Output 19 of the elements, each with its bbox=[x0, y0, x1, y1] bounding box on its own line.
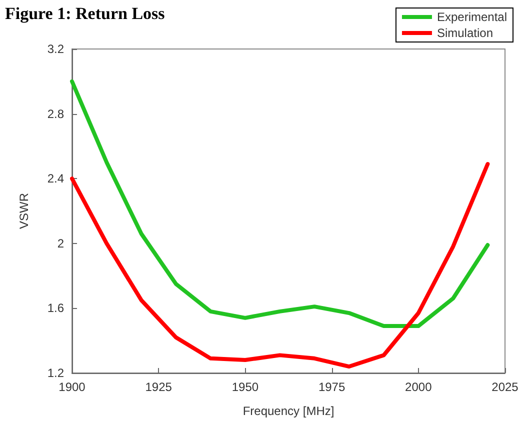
line-series bbox=[70, 162, 490, 369]
legend-label: Simulation bbox=[436, 26, 493, 40]
x-axis-title: Frequency [MHz] bbox=[242, 404, 334, 418]
x-tick-label: 1900 bbox=[58, 380, 86, 394]
y-tick-label: 2 bbox=[57, 236, 64, 250]
x-tick-label: 1950 bbox=[232, 380, 259, 394]
x-tick-label: 1925 bbox=[145, 380, 172, 394]
x-tick-label: 1975 bbox=[318, 380, 346, 394]
legend-label: Experimental bbox=[436, 10, 507, 24]
y-tick-label: 1.6 bbox=[47, 301, 64, 316]
y-axis-title: VSWR bbox=[17, 192, 31, 229]
line-series bbox=[70, 79, 490, 328]
y-tick-label: 1.2 bbox=[47, 366, 64, 380]
y-tick-label: 2.8 bbox=[47, 106, 64, 121]
x-tick-label: 2025 bbox=[492, 380, 519, 394]
y-tick-label: 2.4 bbox=[47, 172, 64, 186]
y-tick-label: 3.2 bbox=[47, 42, 64, 56]
chart-title: Figure 1: Return Loss bbox=[5, 4, 166, 23]
x-tick-label: 2000 bbox=[405, 380, 432, 394]
